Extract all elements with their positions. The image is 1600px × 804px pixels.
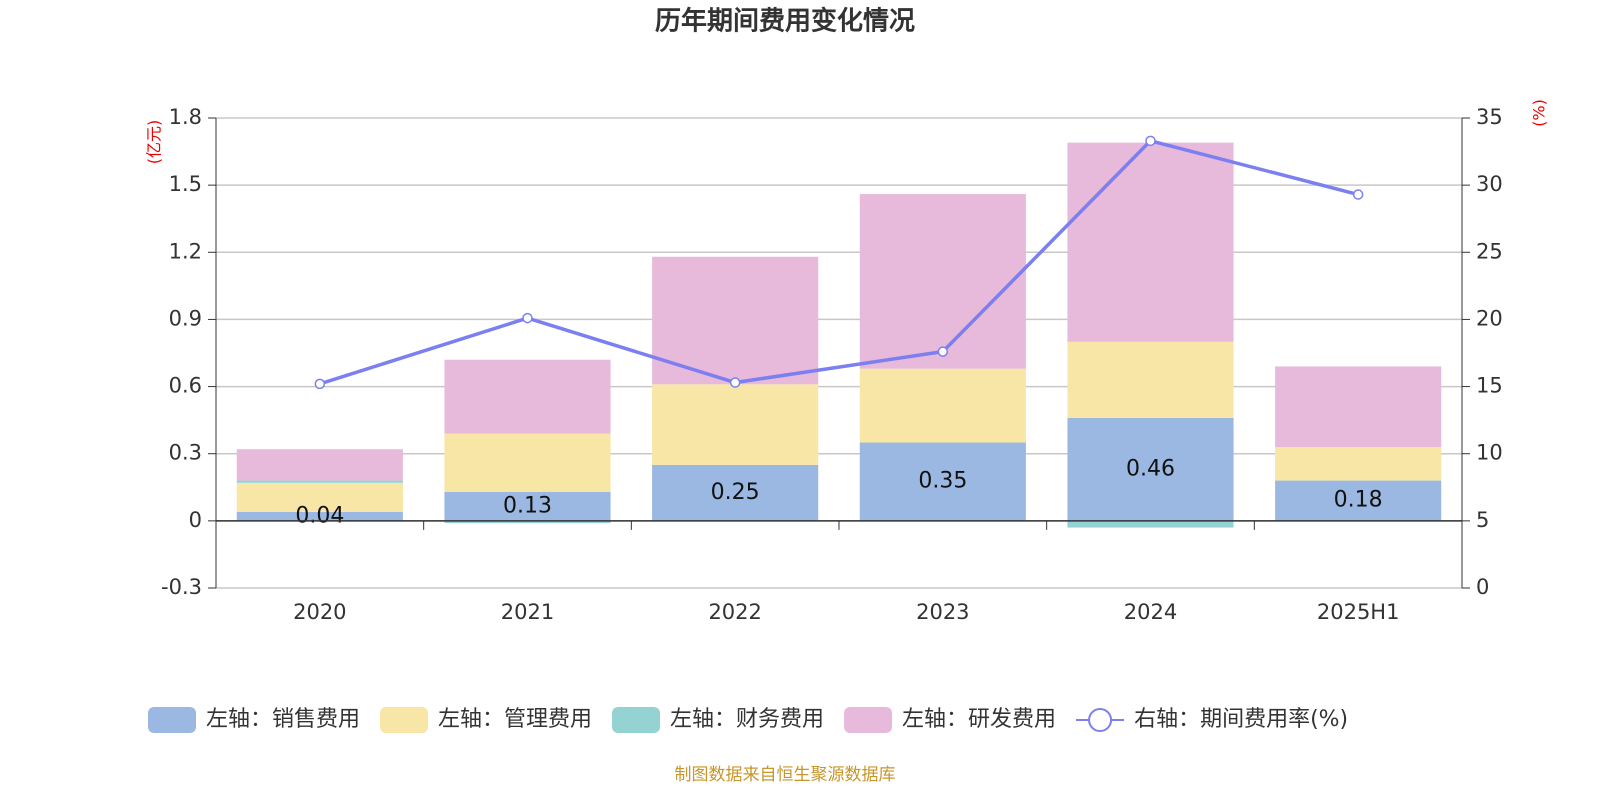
legend-swatch — [380, 707, 429, 733]
legend-swatch — [148, 707, 196, 733]
bar — [236, 511, 403, 521]
y-tick-label: 0.3 — [169, 441, 202, 465]
bar — [652, 464, 819, 521]
y2-tick-label: 5 — [1476, 508, 1489, 532]
bar — [236, 480, 403, 483]
legend-label: 左轴：研发费用 — [902, 707, 1056, 732]
x-tick-label: 2025H1 — [1317, 600, 1400, 624]
y2-tick-label: 30 — [1476, 172, 1503, 196]
y2-tick-label: 10 — [1476, 441, 1503, 465]
bar — [1067, 142, 1234, 342]
bar — [1067, 341, 1234, 418]
y-tick-label: 0.6 — [169, 374, 202, 398]
line-point — [314, 378, 326, 390]
bar — [444, 359, 611, 434]
x-tick-label: 2021 — [501, 600, 554, 624]
x-tick-label: 2024 — [1124, 600, 1177, 624]
bar — [1067, 520, 1234, 528]
y-tick-label: 0 — [189, 508, 202, 532]
y-tick-label: 1.2 — [169, 239, 202, 263]
bar — [1275, 366, 1442, 447]
y-tick-label: 1.8 — [169, 105, 202, 129]
y-axis-label: (亿元) — [145, 120, 164, 165]
data-label: 0.46 — [1126, 456, 1175, 481]
x-tick-label: 2022 — [708, 600, 761, 624]
y2-tick-label: 15 — [1476, 374, 1503, 398]
y2-tick-label: 35 — [1476, 105, 1503, 129]
y2-axis-label: (%) — [1530, 99, 1549, 127]
legend-label: 左轴：管理费用 — [438, 707, 592, 732]
source-note: 制图数据来自恒生聚源数据库 — [675, 765, 896, 785]
y2-tick-label: 25 — [1476, 239, 1503, 263]
bar — [859, 368, 1026, 443]
legend-label: 右轴：期间费用率(%) — [1134, 707, 1348, 732]
bar — [652, 256, 819, 385]
bar — [444, 433, 611, 492]
y2-tick-label: 20 — [1476, 306, 1503, 330]
data-label: 0.25 — [711, 480, 760, 505]
x-tick-label: 2023 — [916, 600, 969, 624]
line-point — [522, 312, 533, 324]
data-label: 0.18 — [1334, 488, 1383, 513]
legend-label: 左轴：销售费用 — [206, 707, 360, 732]
bar — [859, 194, 1026, 369]
chart-title: 历年期间费用变化情况 — [655, 6, 915, 37]
y-tick-label: 0.9 — [169, 306, 202, 330]
bar — [859, 442, 1026, 521]
line-point — [1145, 135, 1156, 147]
bar — [236, 449, 403, 481]
line-point — [729, 377, 741, 388]
bar — [652, 384, 819, 465]
data-label: 0.35 — [918, 469, 967, 494]
bar — [236, 482, 403, 512]
bar — [1275, 480, 1442, 521]
legend-swatch — [612, 707, 661, 733]
line — [319, 138, 1359, 386]
bar — [1067, 417, 1234, 521]
y-tick-label: 1.5 — [169, 172, 202, 196]
line-point — [937, 346, 949, 357]
legend-marker — [1088, 708, 1113, 732]
legend-label: 左轴：财务费用 — [670, 707, 824, 732]
line-point — [1352, 189, 1364, 200]
legend-swatch — [844, 707, 893, 733]
y-tick-label: -0.3 — [161, 575, 202, 599]
bar — [444, 491, 611, 521]
y2-tick-label: 0 — [1476, 575, 1489, 599]
data-label: 0.04 — [295, 503, 344, 528]
data-label: 0.13 — [503, 493, 552, 518]
x-tick-label: 2020 — [293, 600, 346, 624]
bar — [1275, 447, 1442, 481]
bar — [444, 520, 611, 524]
